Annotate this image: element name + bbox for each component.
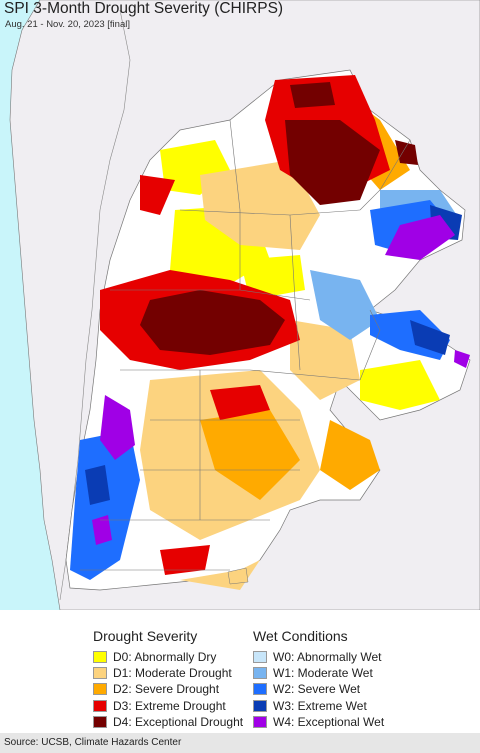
legend-label: W4: Exceptional Wet xyxy=(273,714,385,729)
legend-swatch xyxy=(93,699,107,712)
legend-swatch xyxy=(93,683,107,696)
source-credit: Source: UCSB, Climate Hazards Center xyxy=(4,737,182,748)
legend-wet-title: Wet Conditions xyxy=(253,628,348,644)
drought-map xyxy=(0,0,480,610)
legend-label: W2: Severe Wet xyxy=(273,682,361,697)
map-subtitle: Aug. 21 - Nov. 20, 2023 [final] xyxy=(5,19,130,30)
legend-label: D1: Moderate Drought xyxy=(113,666,232,681)
island xyxy=(227,567,249,585)
d0-areas xyxy=(92,140,440,560)
map-title: SPI 3-Month Drought Severity (CHIRPS) xyxy=(4,0,284,17)
footer-bar: Source: UCSB, Climate Hazards Center xyxy=(0,733,480,753)
legend-swatch xyxy=(93,667,107,680)
legend-label: D0: Abnormally Dry xyxy=(113,650,217,665)
d1-areas xyxy=(140,160,360,590)
legend-item: D3: Extreme Drought xyxy=(93,698,243,714)
legend-wet-list: W0: Abnormally Wet W1: Moderate Wet W2: … xyxy=(253,649,384,730)
legend-item: W3: Extreme Wet xyxy=(253,698,384,714)
legend-label: W0: Abnormally Wet xyxy=(273,650,382,665)
legend-label: D4: Exceptional Drought xyxy=(113,714,244,729)
legend-swatch xyxy=(253,667,267,680)
legend-label: W3: Extreme Wet xyxy=(273,698,367,713)
w4-areas xyxy=(92,215,470,545)
d4-areas xyxy=(140,82,418,355)
admin-boundaries xyxy=(80,119,411,571)
legend-swatch xyxy=(253,699,267,712)
legend-drought-list: D0: Abnormally Dry D1: Moderate Drought … xyxy=(93,649,243,730)
legend-item: W4: Exceptional Wet xyxy=(253,714,384,730)
legend-label: D3: Extreme Drought xyxy=(113,698,226,713)
legend-swatch xyxy=(253,715,267,728)
legend-drought-title: Drought Severity xyxy=(93,628,198,644)
legend-item: W0: Abnormally Wet xyxy=(253,649,384,665)
legend-item: W1: Moderate Wet xyxy=(253,665,384,681)
legend-swatch xyxy=(93,651,107,664)
legend-swatch xyxy=(253,683,267,696)
legend-item: D4: Exceptional Drought xyxy=(93,714,243,730)
legend-item: D0: Abnormally Dry xyxy=(93,649,243,665)
legend-item: D2: Severe Drought xyxy=(93,681,243,697)
legend-label: W1: Moderate Wet xyxy=(273,666,373,681)
legend-item: W2: Severe Wet xyxy=(253,681,384,697)
legend-swatch xyxy=(253,651,267,664)
legend-label: D2: Severe Drought xyxy=(113,682,220,697)
legend-item: D1: Moderate Drought xyxy=(93,665,243,681)
legend-swatch xyxy=(93,715,107,728)
